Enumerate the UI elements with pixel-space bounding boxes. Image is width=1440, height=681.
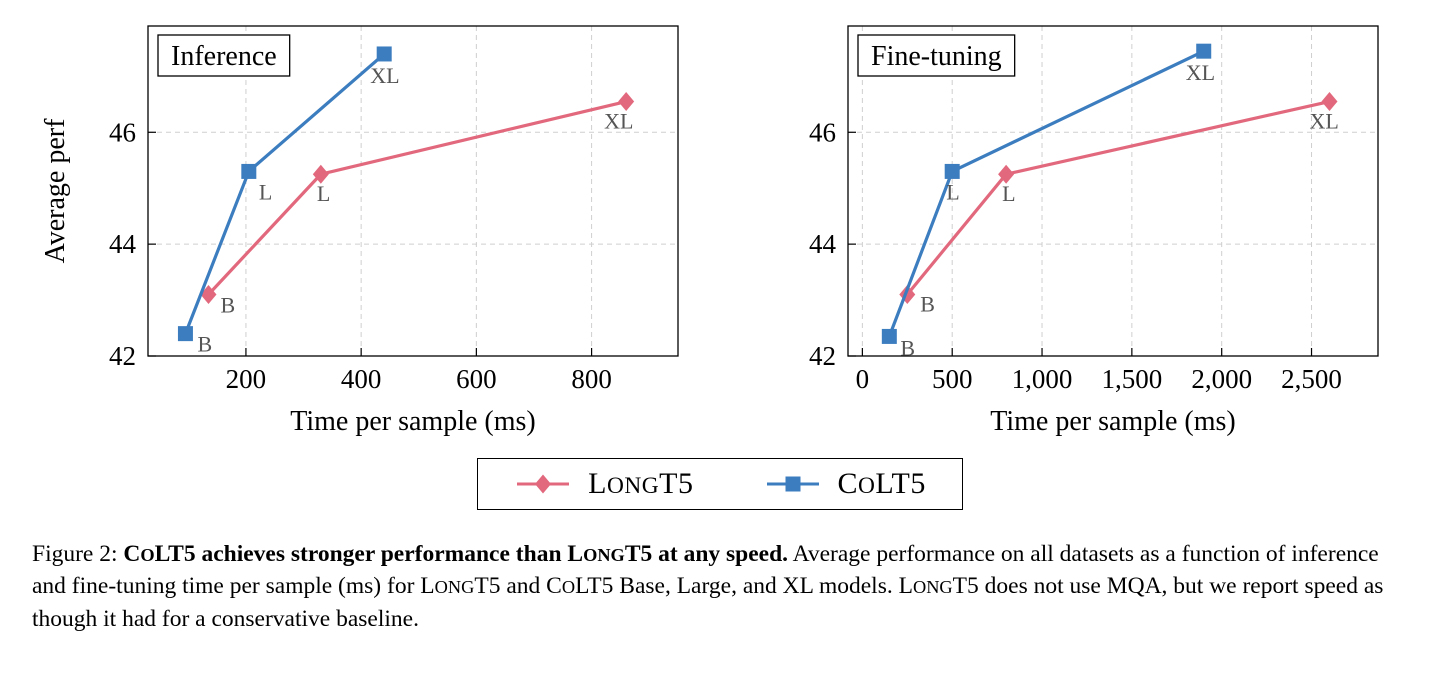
x-tick-label: 400 [341, 364, 382, 394]
diamond-marker-longt5 [312, 164, 329, 184]
chart-title-box [857, 34, 1016, 77]
point-label-xl: XL [1309, 109, 1338, 134]
diamond-marker-longt5 [1321, 92, 1338, 112]
diamond-marker-longt5 [200, 284, 217, 304]
legend: LongT5 CoLT5 [477, 458, 963, 510]
legend-item-longt5: LongT5 [514, 467, 693, 501]
square-marker-colt5 [241, 163, 257, 179]
diamond-legend-icon [517, 474, 570, 494]
figure-caption: Figure 2: CoLT5 achieves stronger perfor… [32, 538, 1410, 635]
y-tick-label: 46 [809, 117, 836, 147]
point-label-b: B [900, 335, 915, 360]
point-label-l: L [259, 179, 272, 204]
chart-title: Fine-tuning [871, 41, 1002, 72]
y-tick-label: 42 [109, 341, 136, 371]
smallcaps-text: ong [606, 473, 660, 499]
y-tick-label: 46 [109, 117, 136, 147]
legend-row: LongT5 CoLT5 [0, 458, 1440, 510]
point-label-xl: XL [1186, 60, 1215, 85]
y-tick-label: 44 [109, 229, 137, 259]
x-tick-label: 0 [856, 364, 870, 394]
legend-item-colt5: CoLT5 [764, 467, 926, 501]
x-axis-label: Time per sample (ms) [290, 406, 536, 437]
plot-border [847, 25, 1379, 357]
point-label-l: L [317, 181, 330, 206]
series-line-colt5 [887, 49, 1205, 337]
x-tick-label: 800 [571, 364, 612, 394]
y-tick-label: 42 [809, 341, 836, 371]
y-axis-label: Average perf [40, 118, 71, 264]
point-label-b: B [920, 291, 935, 316]
square-marker-colt5 [177, 326, 193, 342]
square-marker-colt5 [881, 328, 897, 344]
caption-text: Average performance on all datasets as a… [32, 541, 1384, 632]
square-legend-icon [766, 476, 819, 492]
point-label-l: L [1002, 181, 1015, 206]
square-marker-icon [785, 476, 800, 492]
diamond-marker-icon [535, 474, 552, 494]
x-axis-label: Time per sample (ms) [990, 406, 1236, 437]
square-marker-colt5 [376, 46, 392, 62]
smallcaps-text: ong [912, 577, 953, 598]
legend-label: CoLT5 [837, 467, 926, 500]
point-label-xl: XL [370, 63, 399, 88]
point-label-b: B [220, 292, 235, 317]
x-tick-label: 2,500 [1281, 364, 1342, 394]
smallcaps-text: ong [434, 577, 475, 598]
x-tick-label: 1,000 [1012, 364, 1073, 394]
x-tick-label: 200 [226, 364, 267, 394]
charts-row: 200 400 600 800 42 44 46 Time per sample (ms) Av… [40, 25, 1379, 437]
x-tick-label: 1,500 [1101, 364, 1162, 394]
smallcaps-text: o [561, 577, 576, 598]
diamond-marker-longt5 [998, 164, 1015, 184]
square-marker-colt5 [1196, 43, 1212, 59]
chart-title-box [157, 34, 291, 77]
x-tick-label: 2,000 [1191, 364, 1252, 394]
point-label-l: L [946, 179, 959, 204]
x-tick-label: 600 [456, 364, 497, 394]
x-tick-label: 500 [932, 364, 973, 394]
smallcaps-text: o [140, 545, 155, 565]
point-label-b: B [197, 332, 212, 357]
legend-label: LongT5 [588, 467, 694, 500]
smallcaps-text: ong [583, 545, 625, 565]
series-line-longt5 [906, 99, 1330, 296]
chart-title: Inference [171, 41, 277, 72]
square-marker-colt5 [944, 163, 960, 179]
series-line-colt5 [183, 52, 386, 335]
figure-2-panel: 200 400 600 800 42 44 46 Time per sample (ms) Av… [0, 25, 1440, 635]
y-tick-label: 44 [809, 229, 837, 259]
plot-border [147, 25, 679, 357]
caption-text: Figure 2: [32, 541, 124, 567]
caption-bold-text: CoLT5 achieves stronger performance than… [123, 541, 789, 567]
smallcaps-text: o [858, 473, 876, 499]
inference-chart: 200 400 600 800 42 44 46 Time per sample (ms) Av… [40, 25, 679, 437]
finetuning-chart: 0 500 1,000 1,500 2,000 2,500 42 44 46 Time per s… [809, 25, 1379, 437]
diamond-marker-longt5 [618, 92, 635, 112]
point-label-xl: XL [604, 109, 633, 134]
